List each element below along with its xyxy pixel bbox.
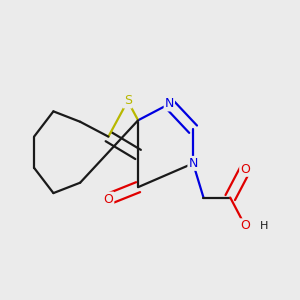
Text: O: O <box>103 193 113 206</box>
Text: O: O <box>240 163 250 176</box>
Text: S: S <box>124 94 132 107</box>
Text: H: H <box>260 221 269 231</box>
Text: N: N <box>188 157 198 170</box>
Text: O: O <box>240 219 250 232</box>
Text: N: N <box>165 98 174 110</box>
